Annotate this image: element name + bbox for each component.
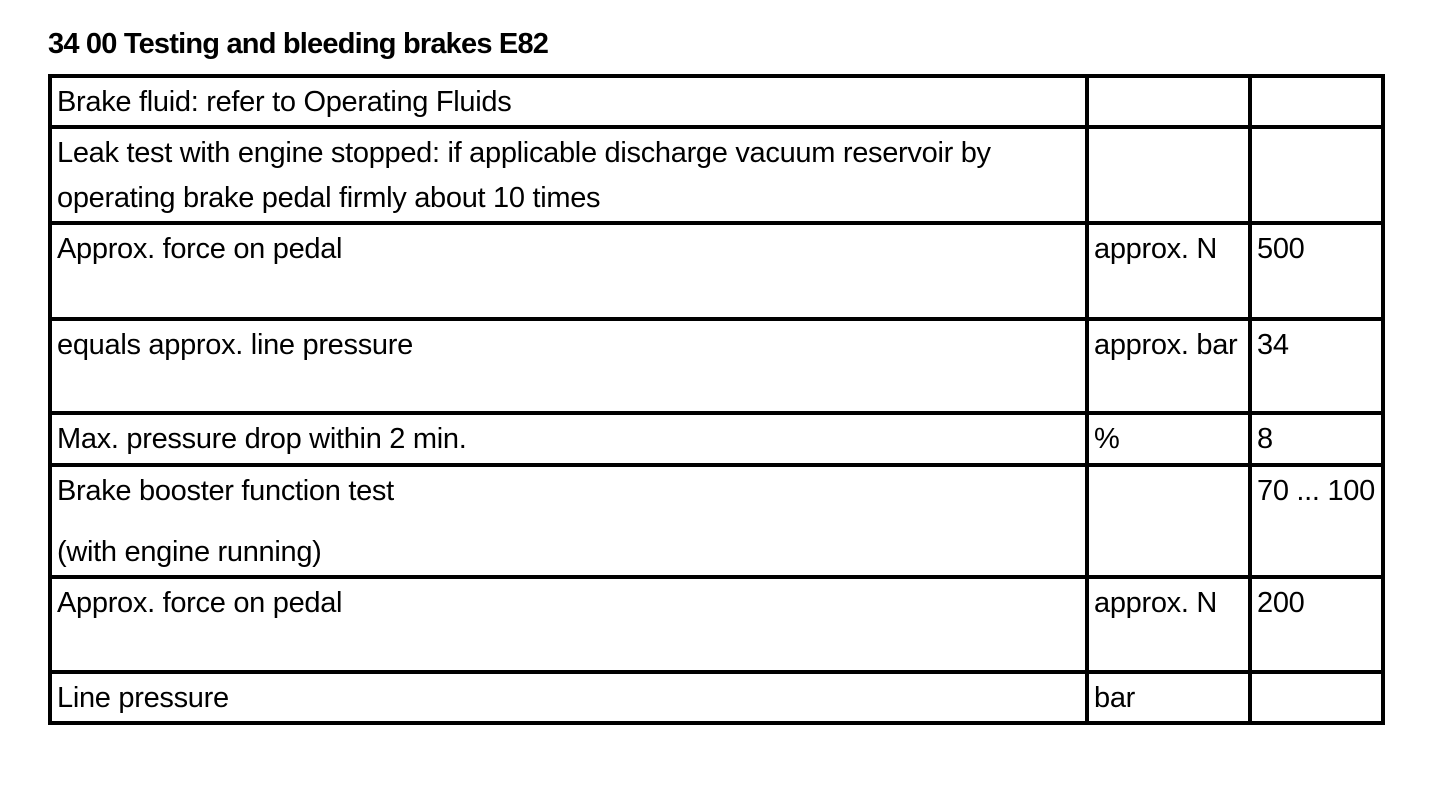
description-cell: Brake booster function test (with engine … bbox=[48, 463, 1089, 579]
description-cell: Approx. force on pedal bbox=[48, 221, 1089, 321]
description-text: Brake booster function test bbox=[57, 475, 394, 507]
description-text: equals approx. line pressure bbox=[57, 329, 413, 361]
description-cell: equals approx. line pressure bbox=[48, 317, 1089, 415]
table-row: Line pressure bar bbox=[48, 670, 1385, 725]
description-text: Leak test with engine stopped: if applic… bbox=[57, 137, 991, 214]
page-title: 34 00 Testing and bleeding brakes E82 bbox=[48, 28, 549, 60]
description-text: Approx. force on pedal bbox=[57, 587, 343, 619]
description-text: Approx. force on pedal bbox=[57, 233, 343, 265]
table-row: equals approx. line pressure approx. bar 3… bbox=[48, 317, 1385, 415]
description-text: (with engine running) bbox=[57, 536, 322, 568]
value-cell: 34 bbox=[1248, 317, 1385, 415]
unit-cell: approx. N bbox=[1085, 221, 1252, 321]
unit-cell bbox=[1085, 74, 1252, 129]
unit-cell: bar bbox=[1085, 670, 1252, 725]
value-cell: 70 ... 100 bbox=[1248, 463, 1385, 579]
value-cell: 8 bbox=[1248, 411, 1385, 467]
table-row: Leak test with engine stopped: if applic… bbox=[48, 125, 1385, 225]
description-cell: Brake fluid: refer to Operating Fluids bbox=[48, 74, 1089, 129]
value-cell bbox=[1248, 670, 1385, 725]
table-row: Brake booster function test (with engine … bbox=[48, 463, 1385, 579]
unit-cell bbox=[1085, 463, 1252, 579]
description-text: Line pressure bbox=[57, 682, 229, 714]
description-text: Brake fluid: refer to Operating Fluids bbox=[57, 86, 512, 118]
spec-table: Brake fluid: refer to Operating Fluids Le… bbox=[48, 74, 1385, 725]
table-row: Approx. force on pedal approx. N 500 bbox=[48, 221, 1385, 321]
table-row: Brake fluid: refer to Operating Fluids bbox=[48, 74, 1385, 129]
description-text: Max. pressure drop within 2 min. bbox=[57, 423, 467, 455]
description-cell: Line pressure bbox=[48, 670, 1089, 725]
value-cell bbox=[1248, 125, 1385, 225]
description-cell: Approx. force on pedal bbox=[48, 575, 1089, 674]
unit-cell: approx. N bbox=[1085, 575, 1252, 674]
value-cell bbox=[1248, 74, 1385, 129]
value-cell: 200 bbox=[1248, 575, 1385, 674]
unit-cell: % bbox=[1085, 411, 1252, 467]
value-cell: 500 bbox=[1248, 221, 1385, 321]
unit-cell bbox=[1085, 125, 1252, 225]
unit-cell: approx. bar bbox=[1085, 317, 1252, 415]
description-cell: Leak test with engine stopped: if applic… bbox=[48, 125, 1089, 225]
description-cell: Max. pressure drop within 2 min. bbox=[48, 411, 1089, 467]
table-row: Approx. force on pedal approx. N 200 bbox=[48, 575, 1385, 674]
table-row: Max. pressure drop within 2 min.% 8 bbox=[48, 411, 1385, 467]
